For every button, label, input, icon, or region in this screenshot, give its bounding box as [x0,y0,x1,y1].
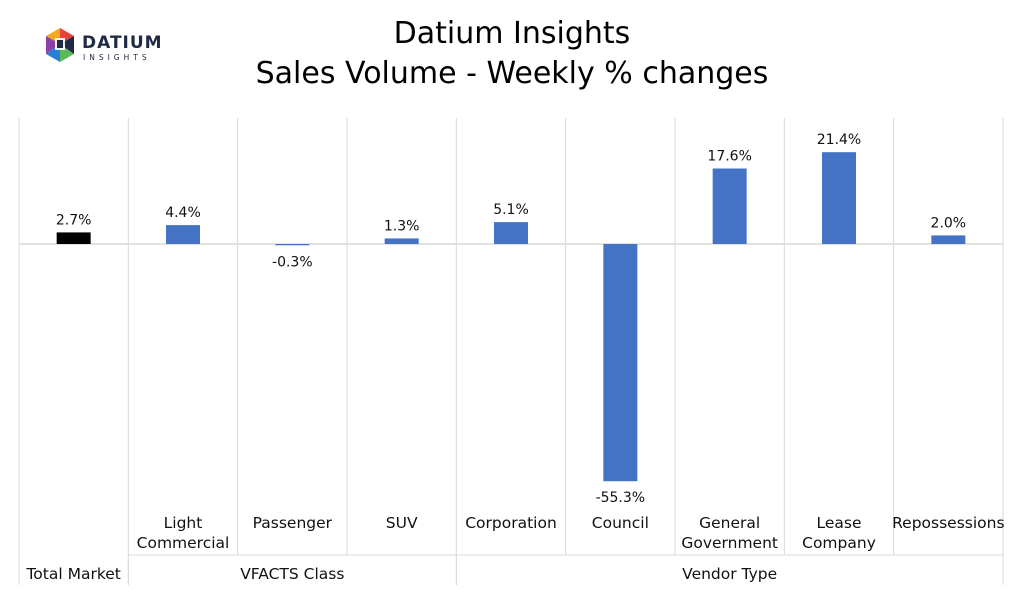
data-label: 4.4% [165,205,201,221]
chart-title: Datium Insights Sales Volume - Weekly % … [0,14,1024,94]
category-label: Council [592,514,649,532]
data-label: -0.3% [272,254,313,270]
bar [384,238,419,244]
category-label: Passenger [253,514,333,532]
category-label: Light [164,514,203,532]
category-label: General [699,514,760,532]
category-label: Lease [816,514,861,532]
bar [822,152,856,244]
group-label: VFACTS Class [240,565,344,583]
chart-title-line2: Sales Volume - Weekly % changes [255,56,769,91]
data-label: 2.7% [56,212,92,228]
bar [56,232,91,244]
bar [931,235,966,244]
data-label: 1.3% [384,218,420,234]
group-label: Vendor Type [682,565,777,583]
category-label: Commercial [137,534,230,552]
category-label: Government [681,534,778,552]
data-label: 5.1% [493,202,529,218]
bar [494,222,528,244]
data-label: 21.4% [817,132,861,148]
group-label: Total Market [25,565,120,583]
data-label: -55.3% [596,490,646,506]
category-label: Repossessions [892,514,1004,532]
bar [603,244,638,482]
bar [275,244,310,246]
logo-hexagon-icon [46,28,74,62]
bar [166,225,200,244]
data-label: 2.0% [931,215,967,231]
datium-logo: DATIUM INSIGHTS [46,28,163,62]
bar [712,168,747,244]
data-label: 17.6% [707,148,751,164]
logo-text: DATIUM [82,33,163,53]
category-label: Company [802,534,876,552]
chart-title-line1: Datium Insights [393,16,631,51]
logo-subtext: INSIGHTS [83,53,151,62]
category-label: Corporation [465,514,557,532]
category-label: SUV [386,514,418,532]
